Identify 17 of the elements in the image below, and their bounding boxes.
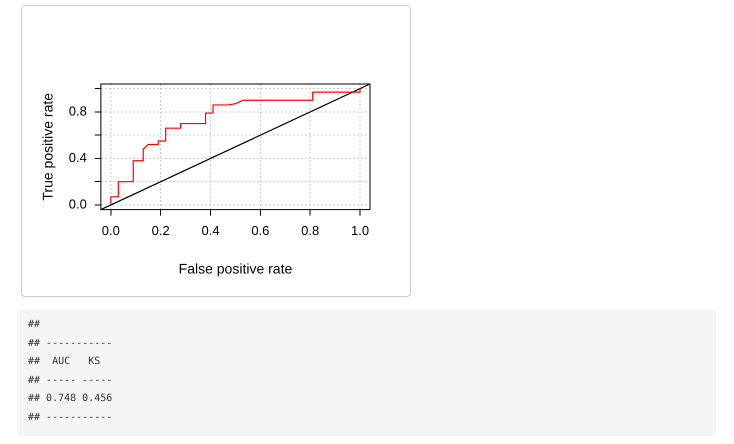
- y-tick-label: 0.0: [68, 196, 87, 212]
- x-tick-label: 1.0: [350, 222, 370, 238]
- y-tick-label: 0.8: [68, 103, 87, 118]
- text: ## -----------: [28, 410, 114, 424]
- x-tick-label: 0.8: [301, 222, 320, 238]
- x-axis-title: False positive rate: [178, 260, 292, 276]
- text: ##: [28, 318, 42, 332]
- y-axis-title: True positive rate: [39, 92, 56, 201]
- x-tick-label: 0.6: [251, 222, 270, 238]
- text: ## -----------: [28, 336, 114, 350]
- text: ## AUC KS: [28, 355, 102, 369]
- x-tick-label: 0.0: [102, 222, 120, 238]
- text: ## 0.748 0.456: [28, 392, 114, 406]
- text: ## ----- -----: [28, 374, 114, 388]
- y-tick-label: 0.4: [68, 150, 87, 166]
- x-tick-label: 0.2: [152, 222, 170, 238]
- x-tick-label: 0.4: [201, 222, 220, 238]
